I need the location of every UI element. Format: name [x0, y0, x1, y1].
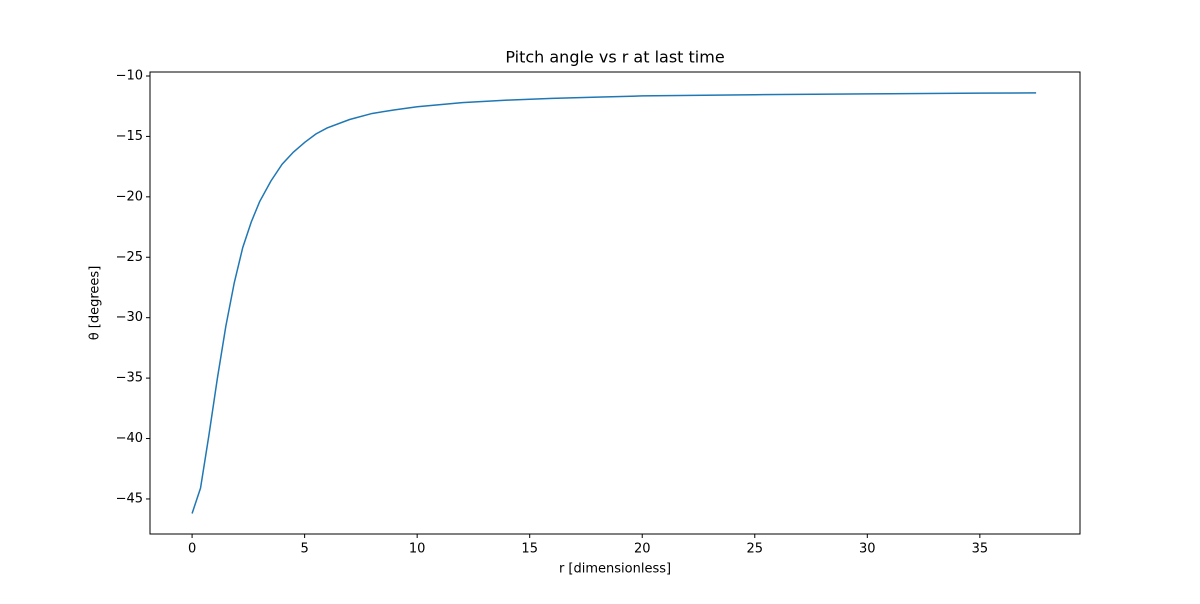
y-tick-label: −30: [116, 310, 143, 325]
x-tick-label: 5: [300, 542, 308, 557]
x-tick-label: 15: [521, 542, 538, 557]
x-tick-label: 0: [188, 542, 196, 557]
y-tick-label: −40: [116, 431, 143, 446]
x-axis-label: r [dimensionless]: [559, 562, 671, 577]
line: [191, 92, 1037, 514]
y-tick-label: −20: [116, 189, 143, 204]
x-tick-label: 35: [972, 542, 989, 557]
y-tick-label: −10: [116, 68, 143, 83]
x-tick-label: 10: [409, 542, 426, 557]
plot-frame: [149, 71, 1081, 535]
x-tick-label: 20: [634, 542, 651, 557]
y-tick-label: −25: [116, 250, 143, 265]
y-tick-label: −45: [116, 491, 143, 506]
y-tick-label: −15: [116, 129, 143, 144]
y-axis-label: θ [degrees]: [88, 266, 103, 341]
x-tick-label: 25: [746, 542, 763, 557]
y-tick-label: −35: [116, 371, 143, 386]
chart-title: Pitch angle vs r at last time: [505, 48, 724, 67]
x-tick-label: 30: [859, 542, 876, 557]
